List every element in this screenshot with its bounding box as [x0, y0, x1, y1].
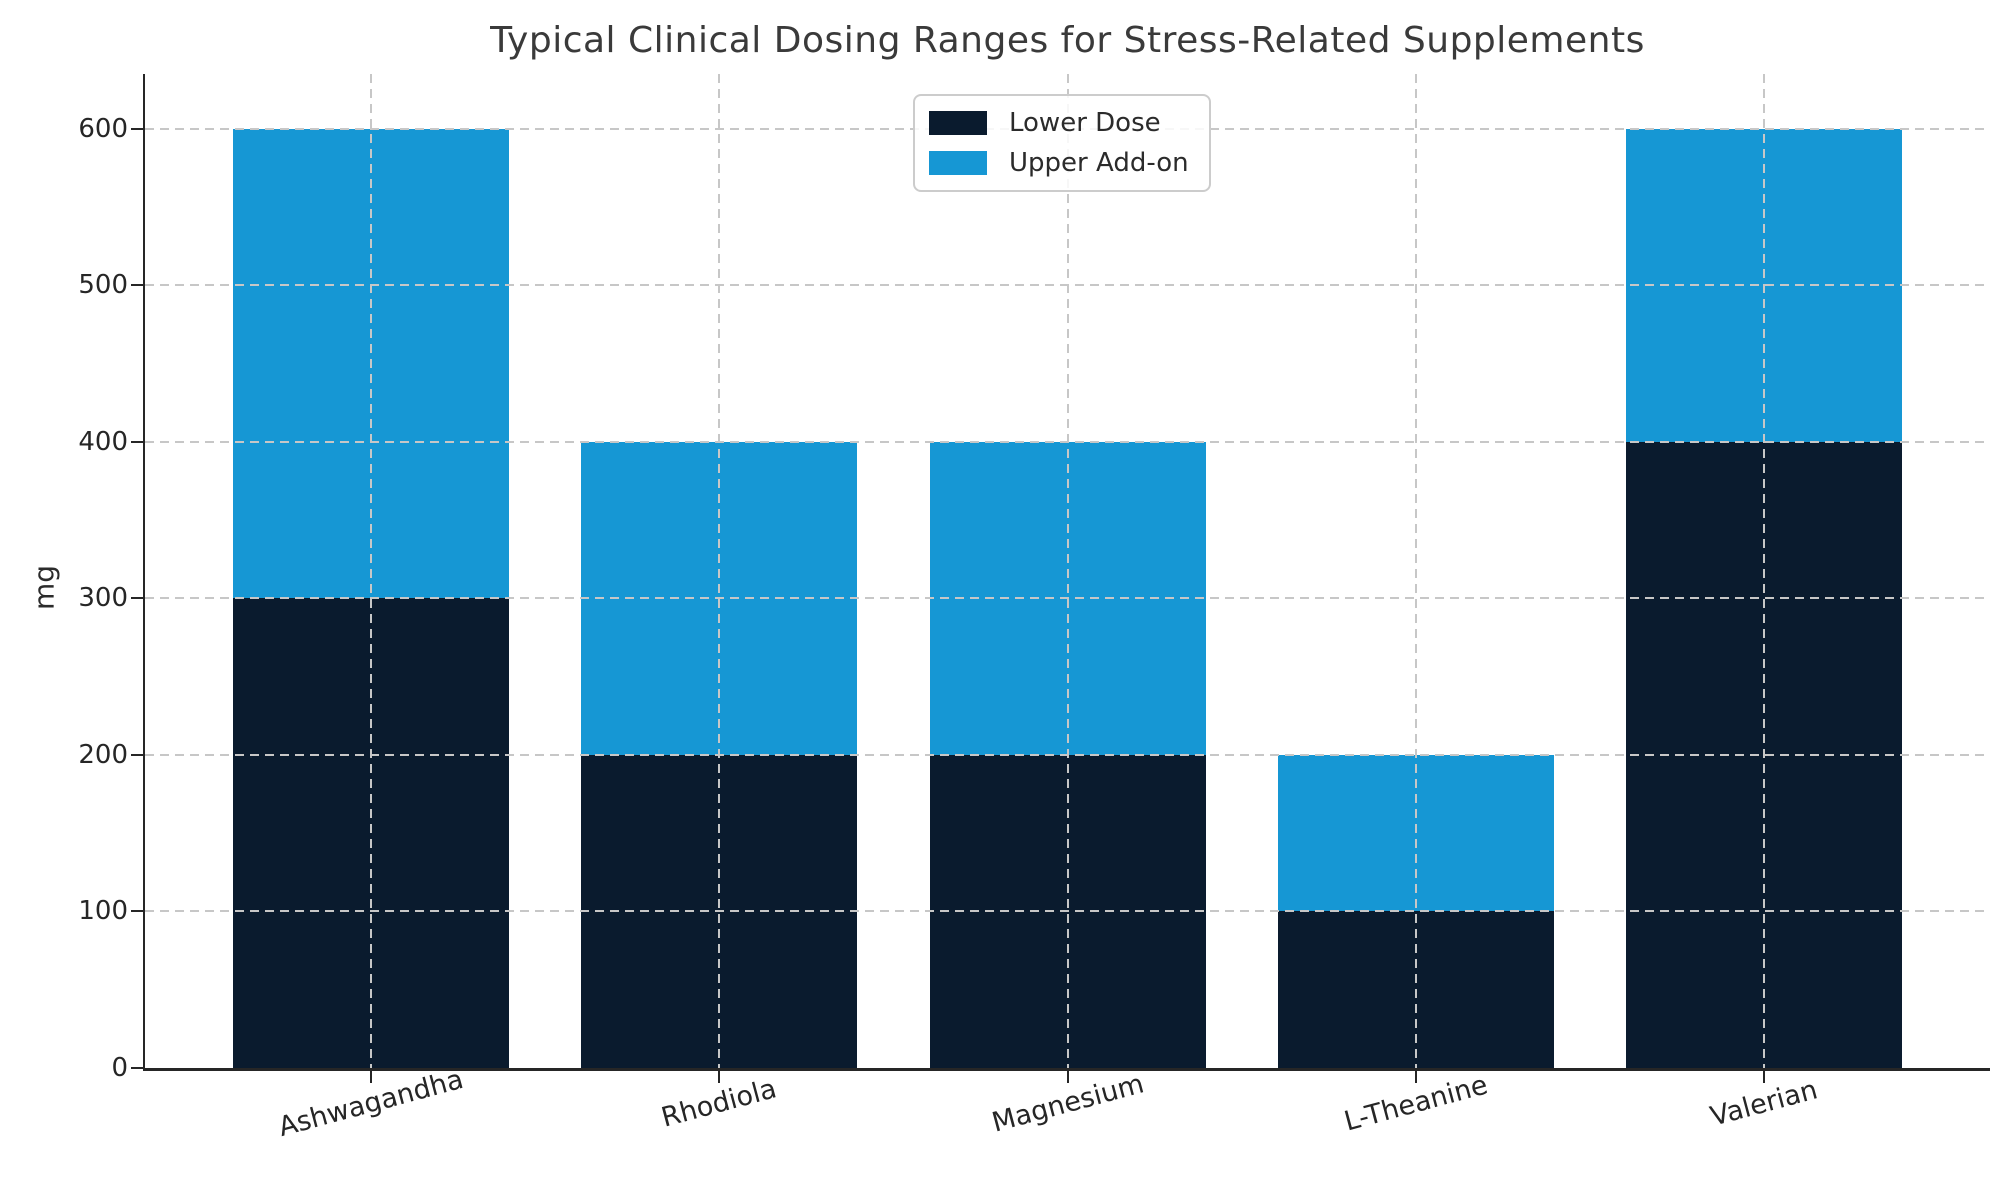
legend-item-upper-add-on: Upper Add-on — [929, 148, 1189, 178]
y-tick-label-0: 0 — [111, 1053, 128, 1083]
bar-rhodiola-lower-dose — [581, 754, 858, 1068]
legend: Lower Dose Upper Add-on — [913, 94, 1211, 192]
y-tick-mark-300 — [131, 597, 145, 600]
x-tick-mark-rhodiola — [718, 1071, 721, 1083]
legend-label-upper-add-on: Upper Add-on — [1009, 148, 1189, 178]
bar-l-theanine-lower-dose — [1277, 911, 1554, 1068]
y-tick-mark-400 — [131, 440, 145, 443]
bar-ashwagandha-lower-dose — [233, 598, 510, 1068]
x-tick-mark-valerian — [1762, 1071, 1765, 1083]
y-tick-mark-100 — [131, 910, 145, 913]
x-tick-label-valerian: Valerian — [1707, 1074, 1821, 1133]
bar-ashwagandha-upper-add-on — [233, 128, 510, 599]
y-tick-label-200: 200 — [78, 739, 128, 770]
x-tick-mark-magnesium — [1066, 1071, 1069, 1083]
legend-label-lower-dose: Lower Dose — [1009, 108, 1161, 138]
x-tick-mark-ashwagandha — [370, 1071, 373, 1083]
bar-l-theanine-upper-add-on — [1277, 754, 1554, 912]
y-tick-label-500: 500 — [78, 270, 128, 301]
chart-title: Typical Clinical Dosing Ranges for Stres… — [490, 20, 1645, 61]
y-tick-mark-200 — [131, 753, 145, 756]
y-tick-mark-0 — [131, 1067, 145, 1069]
y-tick-label-600: 600 — [78, 113, 128, 144]
legend-swatch-upper-add-on — [929, 151, 987, 175]
y-tick-label-400: 400 — [78, 426, 128, 457]
bars-layer — [145, 74, 1990, 1068]
bar-magnesium-lower-dose — [929, 754, 1206, 1068]
y-tick-mark-600 — [131, 127, 145, 130]
y-tick-label-300: 300 — [78, 583, 128, 614]
y-tick-mark-500 — [131, 284, 145, 287]
plot-area — [143, 74, 1990, 1071]
bar-rhodiola-upper-add-on — [581, 441, 858, 755]
legend-swatch-lower-dose — [929, 111, 987, 135]
x-tick-mark-l-theanine — [1414, 1071, 1417, 1083]
legend-item-lower-dose: Lower Dose — [929, 108, 1189, 138]
bar-valerian-lower-dose — [1625, 441, 1902, 1068]
y-tick-label-100: 100 — [78, 896, 128, 927]
bar-magnesium-upper-add-on — [929, 441, 1206, 755]
bar-valerian-upper-add-on — [1625, 128, 1902, 442]
